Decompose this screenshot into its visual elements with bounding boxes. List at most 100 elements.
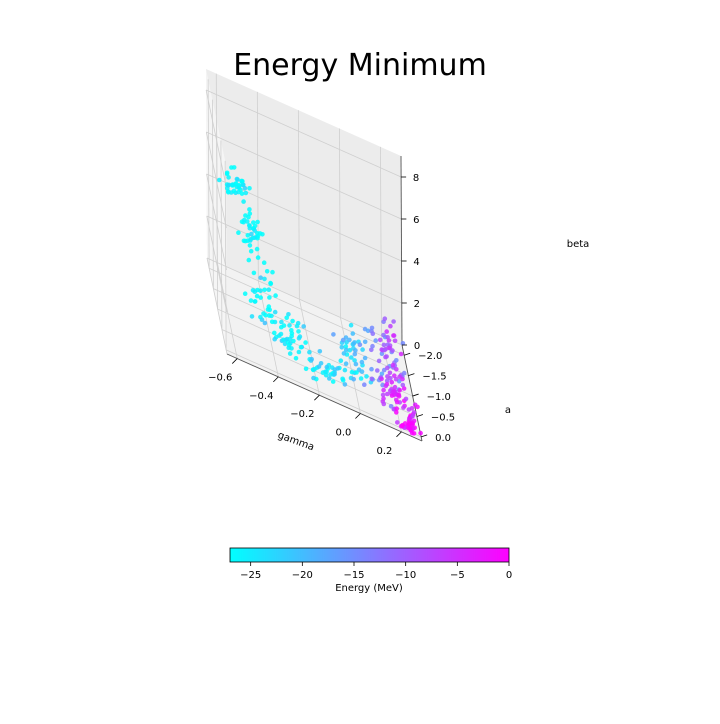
scatter-point <box>287 336 293 342</box>
scatter-point <box>270 269 275 275</box>
scatter-point <box>385 365 390 371</box>
scatter-point <box>267 295 272 300</box>
scatter-point <box>347 337 352 343</box>
scatter-point <box>379 371 385 377</box>
scatter-point <box>390 362 396 368</box>
scatter-point <box>348 322 354 328</box>
scatter-point <box>353 361 359 367</box>
scatter-point <box>407 416 413 422</box>
chart-title: Energy Minimum <box>233 48 487 83</box>
scatter-point <box>381 332 386 338</box>
scatter-point <box>324 364 330 370</box>
scatter-point <box>369 347 374 353</box>
scatter-point <box>262 287 267 293</box>
scatter-point <box>286 345 292 351</box>
scatter-point <box>357 342 363 348</box>
gamma-axis-line <box>226 353 423 442</box>
scatter-point <box>327 376 332 381</box>
scatter-point <box>245 233 251 238</box>
scatter-point <box>284 315 290 321</box>
scatter-point <box>332 367 338 372</box>
scatter-point <box>389 393 395 398</box>
scatter-point <box>316 364 322 369</box>
scatter-point <box>351 341 356 347</box>
scatter-point <box>394 367 399 372</box>
scatter-point <box>338 358 344 364</box>
z-axis-label: beta <box>567 239 590 250</box>
scatter-point <box>262 320 268 326</box>
scatter-point <box>242 291 248 297</box>
a-tick <box>421 434 428 438</box>
a-tick <box>416 414 424 417</box>
scatter-point <box>287 351 293 356</box>
scatter-point <box>349 369 355 375</box>
scatter-point <box>395 420 400 425</box>
scatter-point <box>332 372 337 377</box>
scatter-point <box>238 187 243 193</box>
grid-line-beta-side <box>206 173 227 271</box>
scatter-point <box>247 223 252 228</box>
colorbar-label: Energy (MeV) <box>335 583 403 594</box>
grid-line-a-side <box>207 79 210 269</box>
scatter-point <box>231 165 237 170</box>
grid-line-a-floor <box>225 349 422 438</box>
a-tick <box>408 373 415 377</box>
data-points <box>217 165 423 436</box>
scatter-point <box>386 338 392 343</box>
scatter-point <box>236 230 241 235</box>
scatter-point <box>224 170 230 176</box>
scatter-point <box>323 372 329 378</box>
scatter-point <box>311 375 316 381</box>
grid-line-gamma-floor <box>216 262 238 359</box>
beta-tick-label: 4 <box>413 257 419 268</box>
grid-line-beta-side <box>205 131 227 229</box>
beta-tick-label: 0 <box>414 341 420 352</box>
scatter-point <box>266 287 272 293</box>
scatter-point <box>248 298 254 303</box>
scatter-point <box>254 246 260 252</box>
a-tick <box>412 393 419 397</box>
scatter-point <box>415 404 420 410</box>
scatter-point <box>317 349 323 354</box>
scatter-point <box>320 370 326 375</box>
scatter-point <box>289 331 295 336</box>
scatter-point <box>242 185 248 191</box>
scatter-point <box>352 351 358 357</box>
scatter-point <box>303 366 309 372</box>
scatter-point <box>392 384 398 390</box>
scatter-point <box>267 307 273 313</box>
x-axis-label: gamma <box>276 430 316 453</box>
scatter-point <box>391 388 397 394</box>
scatter-point <box>248 236 254 242</box>
scatter-point <box>281 323 287 328</box>
scatter-point <box>349 355 354 360</box>
gamma-tick <box>396 431 402 438</box>
grid-line-a-side <box>224 160 227 350</box>
scatter-point <box>249 231 254 237</box>
scatter-point <box>375 368 380 373</box>
colorbar-ticks: −25 −20 −15 −10 −5 0 <box>240 562 512 581</box>
grid-line-beta-side <box>205 89 227 187</box>
scatter-point <box>390 348 395 353</box>
scatter-point <box>370 343 375 349</box>
scatter-point <box>257 231 263 236</box>
scatter-point <box>407 426 413 431</box>
scatter-point <box>394 410 399 415</box>
scatter-point <box>239 191 245 196</box>
scatter-point <box>290 318 295 324</box>
scatter-point <box>352 358 357 363</box>
scatter-point <box>400 376 405 382</box>
scatter-point <box>387 370 393 376</box>
scatter-point <box>362 382 367 388</box>
scatter-point <box>324 369 329 375</box>
scatter-point <box>380 392 386 398</box>
scatter-point <box>369 325 375 331</box>
colorbar-tick-label: −20 <box>292 570 313 581</box>
scatter-point <box>391 333 396 338</box>
scatter-point <box>384 329 390 334</box>
scatter-point <box>298 344 304 350</box>
scatter-point <box>362 339 368 345</box>
scatter-point <box>269 319 275 325</box>
colorbar-gradient <box>229 547 510 563</box>
scatter-point <box>406 421 411 427</box>
